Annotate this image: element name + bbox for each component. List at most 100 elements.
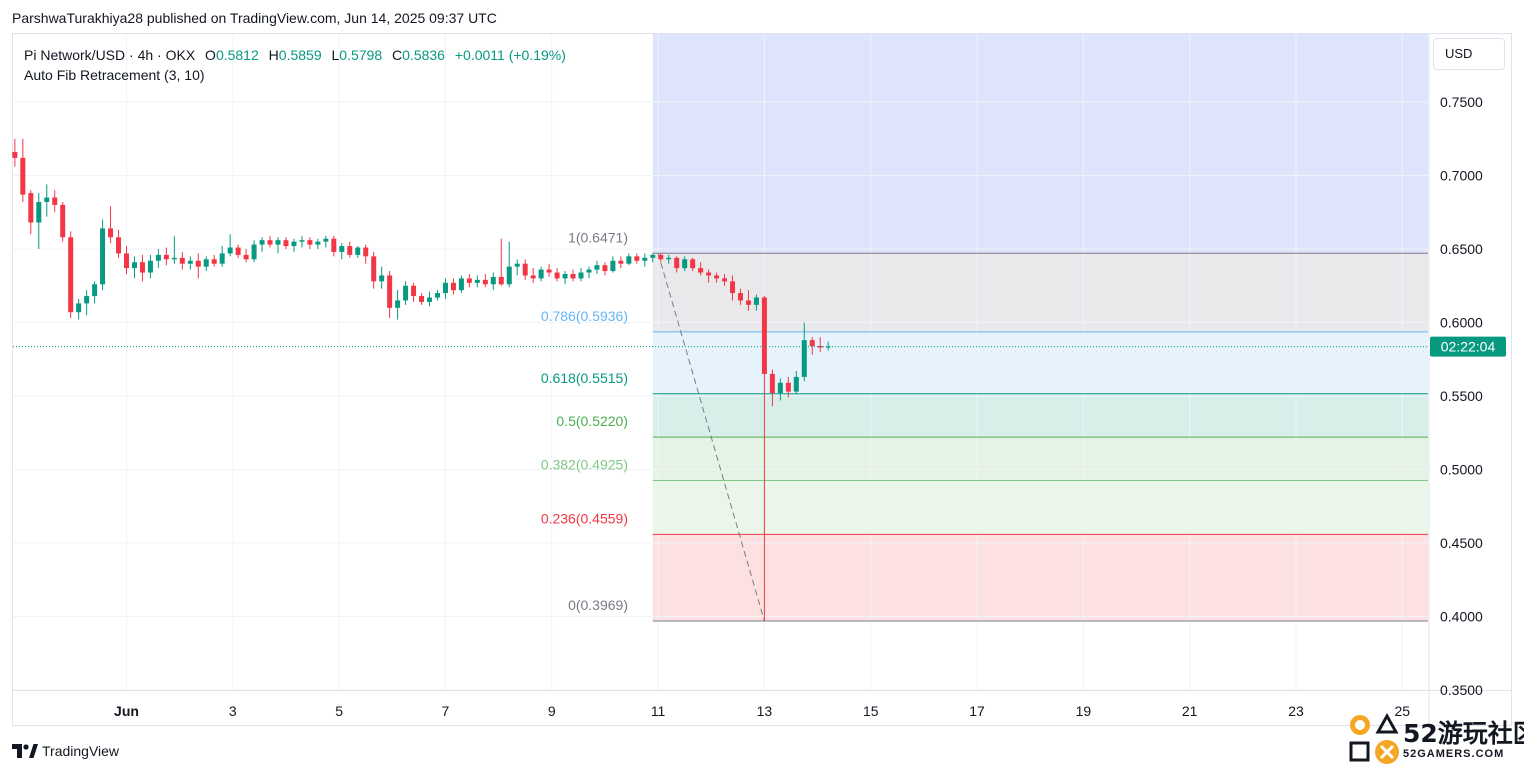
y-tick-label: 0.6500: [1440, 241, 1483, 257]
fib-zone: [652, 480, 1428, 535]
y-tick-label: 0.7000: [1440, 168, 1483, 184]
candle-body: [769, 373, 775, 394]
fib-zones: [652, 34, 1428, 622]
y-tick-label: 0.4500: [1440, 535, 1483, 551]
x-tick-label: 7: [442, 703, 450, 719]
candle-body: [602, 265, 608, 272]
currency-button[interactable]: USD: [1433, 38, 1505, 70]
candle-body: [745, 300, 751, 305]
candle-body: [706, 272, 712, 276]
candle-body: [522, 263, 528, 276]
candle-body: [315, 241, 321, 245]
chart-legend: Pi Network/USD · 4h · OKX O0.5812 H0.585…: [24, 45, 566, 85]
candle-body: [642, 257, 648, 261]
countdown-badge: [1430, 336, 1506, 357]
candle-body: [698, 268, 704, 273]
published-by-line: ParshwaTurakhiya28 published on TradingV…: [12, 10, 497, 26]
candle-body: [267, 240, 273, 245]
candle-body: [490, 276, 496, 285]
fib-level-label: 0.382(0.4925): [541, 457, 628, 473]
candle-body: [809, 340, 815, 347]
candle-body: [753, 297, 759, 305]
candle-body: [801, 340, 807, 377]
candle-body: [514, 263, 520, 267]
candle-body: [658, 254, 664, 260]
footer: TradingView: [12, 740, 119, 762]
candle-body: [52, 197, 58, 205]
x-tick-label: 17: [969, 703, 985, 719]
candle-body: [761, 297, 767, 374]
candle-body: [554, 272, 560, 279]
candle-body: [411, 285, 417, 297]
candle-body: [203, 259, 209, 267]
candle-body: [211, 259, 217, 264]
low-value: 0.5798: [339, 47, 383, 63]
candle-body: [546, 269, 552, 273]
candle-body: [155, 254, 161, 261]
candle-body: [722, 278, 728, 282]
candle-body: [44, 197, 50, 202]
candle-body: [466, 278, 472, 283]
change-value: +0.0011 (+0.19%): [454, 47, 566, 63]
y-tick-label: 0.7500: [1440, 94, 1483, 110]
candle-body: [355, 247, 361, 255]
y-tick-label: 0.5500: [1440, 388, 1483, 404]
y-tick-label: 0.6000: [1440, 315, 1483, 331]
fib-level-label: 0.236(0.4559): [541, 510, 628, 526]
watermark-logo-icon: [1349, 712, 1399, 764]
y-tick-label: 0.4000: [1440, 609, 1483, 625]
candle-body: [171, 257, 177, 260]
x-tick-label: 9: [548, 703, 556, 719]
candle-body: [219, 253, 225, 264]
x-tick-label: 25: [1395, 703, 1411, 719]
candle-body: [139, 262, 145, 273]
fib-levels: 1(0.6471) 0.786(0.5936) 0.618(0.5515) 0.5(0…: [541, 229, 1428, 622]
indicator-title[interactable]: Auto Fib Retracement (3, 10): [24, 67, 205, 83]
candle-body: [12, 151, 18, 158]
close-label: C: [392, 47, 403, 63]
candle-body: [682, 259, 688, 269]
candle-body: [395, 300, 401, 308]
candle-body: [92, 284, 98, 297]
candle-body: [666, 257, 672, 260]
candle-body: [28, 193, 34, 223]
candle-body: [419, 296, 425, 302]
low-label: L: [331, 47, 340, 63]
fib-zone: [652, 437, 1428, 481]
candle-body: [275, 240, 281, 245]
candle-body: [538, 269, 544, 279]
candle-body: [737, 293, 743, 301]
open-label: O: [205, 47, 216, 63]
candle-body: [777, 382, 783, 394]
candle-body: [76, 303, 82, 313]
fib-zone-above: [652, 34, 1428, 254]
fib-level-label: 1(0.6471): [568, 229, 628, 245]
candle-body: [674, 257, 680, 269]
fib-zone: [652, 393, 1428, 438]
y-tick-label: 0.5000: [1440, 462, 1483, 478]
axes: 0.7500 0.7000 0.6500 0.6000 0.5500 0.5000 0.45…: [12, 34, 1512, 726]
close-value: 0.5836: [402, 47, 445, 63]
footer-brand[interactable]: TradingView: [42, 743, 120, 759]
candle-body: [307, 240, 313, 245]
high-value: 0.5859: [278, 47, 322, 63]
x-tick-label: 21: [1182, 703, 1198, 719]
x-tick-label: 11: [651, 703, 666, 719]
candle-body: [570, 273, 576, 279]
x-tick-label: 23: [1288, 703, 1304, 719]
candle-body: [442, 282, 448, 294]
x-tick-label: 19: [1076, 703, 1092, 719]
candle-body: [363, 247, 369, 257]
candle-body: [299, 240, 305, 242]
high-label: H: [268, 47, 279, 63]
candle-body: [403, 285, 409, 301]
candle-body: [20, 157, 26, 195]
candle-body: [458, 278, 464, 291]
symbol-title[interactable]: Pi Network/USD · 4h · OKX: [24, 47, 196, 63]
candle-body: [387, 275, 393, 308]
candle-body: [785, 382, 791, 392]
candle-body: [793, 376, 799, 392]
chart-frame: [12, 33, 1512, 726]
candle-body: [450, 282, 456, 291]
